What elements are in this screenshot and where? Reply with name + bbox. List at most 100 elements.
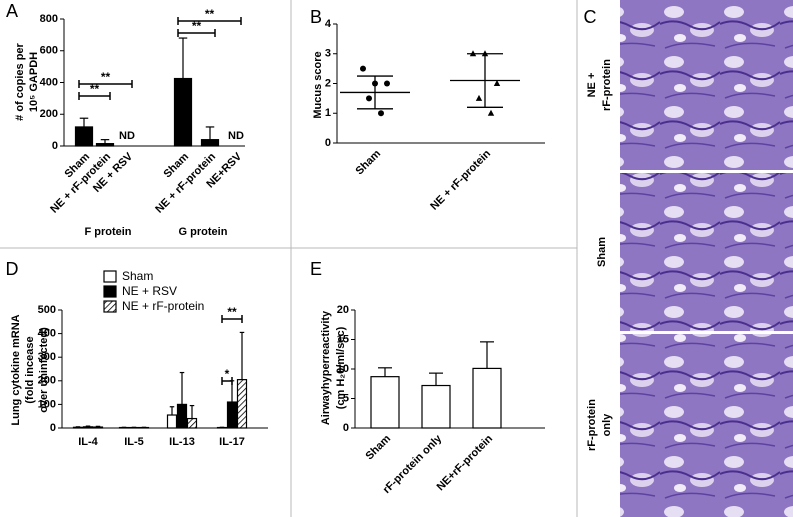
error-bar xyxy=(205,126,215,140)
y-tick-label: 400 xyxy=(40,76,58,88)
significance-label: ** xyxy=(205,7,215,21)
bar xyxy=(200,139,220,147)
bar xyxy=(95,143,115,147)
y-tick-label: 0 xyxy=(343,422,349,434)
y-tick-label: 100 xyxy=(38,398,56,410)
y-axis-label: Airwayhyperreactivity xyxy=(320,310,332,425)
y-axis-label: (fold incease xyxy=(24,336,36,403)
error-bar xyxy=(79,117,89,127)
separators xyxy=(0,0,578,517)
significance-bracket xyxy=(78,80,133,88)
y-axis-label: # of copies per xyxy=(14,42,26,120)
y-tick-label: 200 xyxy=(38,375,56,387)
legend-swatch xyxy=(103,300,117,313)
panel-letter: B xyxy=(310,7,322,27)
y-axis-label: (cm H₂0/ml/sec) xyxy=(335,326,347,409)
legend-label: Sham xyxy=(122,269,153,283)
x-tick-label: Sham xyxy=(363,433,393,463)
y-axis-label: Lung cytokine mRNA xyxy=(10,314,22,425)
y-tick-label: 4 xyxy=(325,18,332,30)
panel-letter: E xyxy=(310,259,322,279)
sd-bar xyxy=(357,75,393,110)
point xyxy=(366,95,372,102)
error-bar xyxy=(95,425,101,428)
error-bar xyxy=(189,404,195,419)
panel-letter: D xyxy=(6,259,19,279)
bar xyxy=(421,384,451,429)
x-tick-label: Sham xyxy=(353,148,383,178)
y-tick-label: 0 xyxy=(325,137,331,149)
histology-image xyxy=(620,334,793,517)
bar xyxy=(236,379,248,429)
error-bar xyxy=(85,425,91,427)
significance-label: * xyxy=(225,367,230,381)
bar xyxy=(226,401,238,429)
panel-letter: A xyxy=(6,1,18,21)
point xyxy=(475,94,483,101)
significance-label: ** xyxy=(101,70,111,84)
error-bar xyxy=(178,37,188,79)
y-tick-label: 1 xyxy=(325,107,331,119)
error-bar xyxy=(100,139,110,144)
error-bar xyxy=(378,367,392,377)
image-label: rF-protein xyxy=(586,399,598,451)
bar xyxy=(173,77,193,147)
y-tick-label: 200 xyxy=(40,108,58,120)
y-axis-label: Mucus score xyxy=(312,51,324,118)
point xyxy=(360,65,366,72)
significance-bracket xyxy=(177,29,216,37)
error-bar xyxy=(179,371,185,405)
x-tick-label: NE + rF-protein xyxy=(428,147,493,212)
significance-label: ** xyxy=(90,82,100,96)
y-tick-label: 500 xyxy=(38,304,56,316)
significance-bracket xyxy=(78,92,111,100)
bar xyxy=(92,426,104,429)
point xyxy=(493,80,501,86)
y-tick-label: 20 xyxy=(337,304,349,316)
bar xyxy=(176,403,188,429)
y-axis-label: over uninfected) xyxy=(38,327,50,413)
bar xyxy=(186,417,198,429)
y-tick-label: 2 xyxy=(325,77,331,89)
error-bar xyxy=(169,406,175,416)
image-label: Sham xyxy=(596,237,608,267)
y-tick-label: 15 xyxy=(337,333,349,345)
y-tick-label: 0 xyxy=(50,422,56,434)
panel-letter: C xyxy=(584,7,597,27)
significance-label: ** xyxy=(192,19,202,33)
bar xyxy=(370,376,400,429)
error-bar xyxy=(480,341,494,369)
image-label: only xyxy=(601,413,613,436)
y-tick-label: 5 xyxy=(343,392,349,404)
value-label: ND xyxy=(228,130,244,142)
point xyxy=(487,109,495,116)
y-tick-label: 0 xyxy=(52,140,58,152)
bar xyxy=(166,414,178,429)
x-tick-label: IL-5 xyxy=(124,436,144,448)
histology-image xyxy=(620,0,793,170)
x-tick-label: IL-4 xyxy=(78,436,98,448)
y-tick-label: 400 xyxy=(38,328,56,340)
legend-label: NE + RSV xyxy=(122,284,177,298)
significance-bracket xyxy=(221,377,233,385)
y-tick-label: 3 xyxy=(325,48,331,60)
histology-image xyxy=(620,173,793,331)
y-axis-label: 10⁵ GAPDH xyxy=(28,52,40,112)
legend-label: NE + rF-protein xyxy=(122,299,204,313)
error-bar xyxy=(239,331,245,380)
y-tick-label: 600 xyxy=(40,45,58,57)
legend-swatch xyxy=(103,285,117,298)
y-tick-label: 800 xyxy=(40,13,58,25)
bar xyxy=(82,426,94,429)
point xyxy=(378,110,384,117)
bar xyxy=(74,126,94,147)
significance-label: ** xyxy=(227,305,237,319)
y-tick-label: 10 xyxy=(337,363,349,375)
error-bar xyxy=(429,372,443,386)
point xyxy=(384,80,390,87)
image-label: rF-protein xyxy=(601,59,613,111)
panel-c: C NE + rF-protein Sham rF-protein only xyxy=(584,0,793,517)
x-tick-label: IL-13 xyxy=(169,436,195,448)
image-label: NE + xyxy=(586,73,598,98)
